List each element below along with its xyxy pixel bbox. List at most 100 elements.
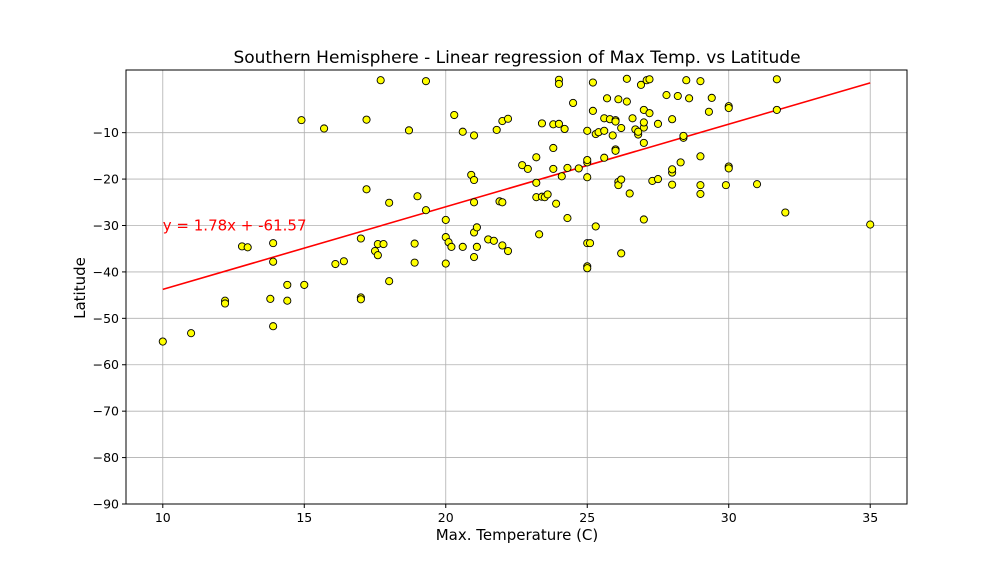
scatter-point: [489, 236, 498, 245]
scatter-point: [532, 178, 541, 187]
scatter-point: [645, 75, 654, 84]
y-tick-label: −20: [93, 172, 119, 187]
scatter-point: [583, 264, 592, 273]
scatter-point: [549, 143, 558, 153]
scatter-point: [498, 198, 507, 207]
scatter-point: [243, 243, 252, 252]
scatter-point: [447, 242, 456, 251]
scatter-point: [441, 259, 450, 268]
scatter-point: [668, 180, 677, 189]
scatter-point: [410, 258, 419, 267]
scatter-point: [300, 280, 309, 289]
scatter-point: [503, 246, 513, 256]
y-tick-label: −50: [93, 311, 119, 326]
scatter-point: [498, 241, 507, 250]
scatter-point: [617, 123, 626, 133]
scatter-point: [574, 164, 583, 173]
scatter-point: [470, 198, 479, 207]
x-tick-label: 25: [579, 510, 595, 525]
scatter-point: [379, 240, 388, 249]
scatter-point: [549, 164, 558, 173]
scatter-point: [583, 126, 592, 135]
scatter-point: [339, 257, 348, 266]
scatter-point: [588, 78, 597, 87]
scatter-point: [413, 192, 422, 201]
scatter-point: [421, 206, 430, 215]
scatter-point: [679, 131, 688, 140]
scatter-point: [458, 242, 467, 251]
scatter-point: [600, 126, 609, 135]
scatter-point: [450, 110, 459, 120]
scatter-point: [704, 107, 713, 116]
scatter-point: [653, 175, 663, 184]
scatter-point: [685, 94, 694, 103]
scatter-point: [266, 294, 275, 303]
scatter-point: [552, 199, 561, 208]
scatter-point: [622, 97, 631, 106]
scatter-point: [772, 75, 781, 84]
scatter-point: [866, 220, 875, 229]
scatter-point: [532, 153, 541, 162]
scatter-point: [752, 180, 762, 189]
regression-line: [162, 82, 871, 291]
scatter-point: [554, 79, 563, 88]
scatter-point: [600, 153, 609, 162]
scatter-point: [634, 127, 643, 136]
scatter-point: [554, 119, 563, 128]
scatter-point: [639, 215, 648, 224]
y-tick-label: −70: [93, 404, 119, 419]
y-tick-label: −10: [93, 125, 119, 140]
scatter-point: [537, 119, 547, 128]
scatter-point: [625, 189, 634, 198]
scatter-point: [608, 131, 617, 140]
scatter-point: [662, 91, 671, 100]
scatter-point: [696, 77, 705, 86]
scatter-point: [696, 181, 705, 190]
scatter-point: [611, 117, 620, 126]
scatter-point: [721, 181, 730, 190]
gridlines: [126, 70, 907, 505]
y-tick-label: −90: [93, 497, 119, 512]
chart-title: Southern Hemisphere - Linear regression …: [233, 48, 800, 68]
scatter-point: [563, 214, 572, 223]
plot-frame: [125, 69, 908, 505]
scatter-point: [535, 230, 544, 239]
scatter-point: [356, 234, 365, 243]
y-axis-label: Latitude: [71, 257, 89, 319]
scatter-point: [639, 118, 648, 127]
scatter-point: [591, 222, 600, 231]
scatter-point: [707, 93, 716, 102]
scatter-point: [421, 77, 430, 86]
scatter-point: [385, 277, 394, 286]
scatter-point: [283, 280, 292, 289]
scatter-point: [470, 175, 479, 185]
scatter-point: [696, 152, 705, 161]
scatter-point: [586, 239, 595, 248]
scatter-point: [523, 164, 532, 173]
scatter-point: [588, 106, 597, 115]
scatter-point: [543, 190, 552, 199]
scatter-point: [645, 109, 654, 118]
scatter-point: [385, 198, 394, 207]
scatter-point: [628, 114, 637, 123]
scatter-point: [560, 124, 569, 133]
regression-equation-label: y = 1.78x + -61.57: [163, 216, 307, 234]
scatter-point: [220, 299, 230, 308]
scatter-point: [470, 131, 479, 140]
scatter-point: [297, 116, 306, 125]
scatter-point: [617, 175, 626, 184]
scatter-point: [557, 172, 566, 181]
scatter-point: [269, 239, 278, 248]
scatter-point: [441, 215, 450, 224]
x-tick-label: 15: [296, 510, 312, 525]
scatter-point: [673, 91, 682, 101]
scatter-point: [668, 115, 677, 124]
scatter-point: [682, 76, 691, 85]
scatter-point: [772, 105, 781, 114]
scatter-point: [404, 126, 414, 135]
scatter-point: [518, 161, 527, 170]
scatter-point: [283, 296, 292, 305]
scatter-point: [583, 173, 592, 182]
scatter-point: [668, 165, 677, 174]
scatter-point: [320, 124, 329, 133]
